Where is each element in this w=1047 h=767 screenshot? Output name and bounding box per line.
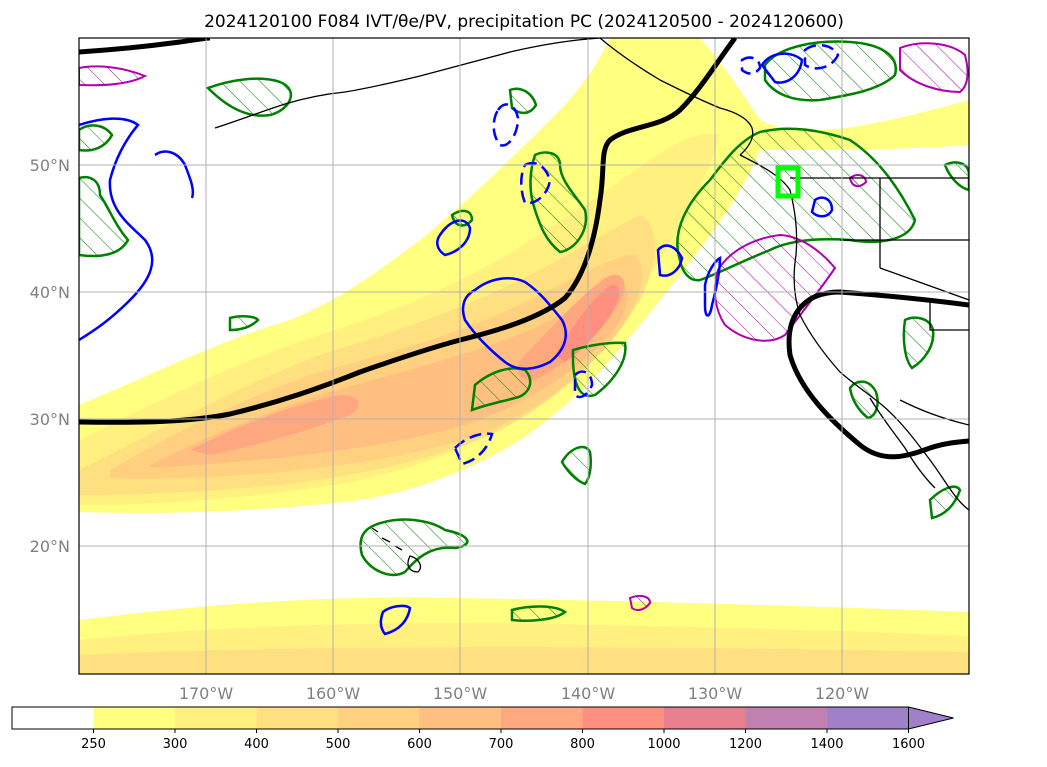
lat-label: 40°N xyxy=(30,283,70,302)
west-coast xyxy=(739,154,969,511)
hawaii xyxy=(371,527,422,573)
lon-label: 120°W xyxy=(815,684,870,703)
green-area-south2 xyxy=(510,605,568,622)
blue-contours xyxy=(79,52,834,636)
blue-contour-ne xyxy=(760,52,804,84)
colorbar-tick-label: 1000 xyxy=(647,737,680,752)
lat-label: 20°N xyxy=(30,537,70,556)
gridlines xyxy=(79,38,969,674)
ivt-band-400-south xyxy=(79,647,969,674)
lon-label: 140°W xyxy=(561,684,616,703)
blue-dashed-contours xyxy=(453,43,840,466)
blue-contour-ca2 xyxy=(810,196,834,218)
blue-dashed-ak xyxy=(740,56,762,75)
green-area-ne-edge xyxy=(943,161,969,192)
coastlines xyxy=(214,38,969,573)
colorbar-segment xyxy=(175,707,257,729)
colorbar-tick-label: 400 xyxy=(244,737,269,752)
colorbar-tick-label: 500 xyxy=(326,737,351,752)
green-area-mid1 xyxy=(470,367,532,412)
colorbar-tick-label: 1200 xyxy=(729,737,762,752)
green-area-small1 xyxy=(228,315,260,332)
baja xyxy=(869,397,936,489)
colorbar-segment xyxy=(256,707,339,729)
green-hatched-areas xyxy=(79,40,969,622)
colorbar-tick-label: 1400 xyxy=(810,737,843,752)
green-area-hawaii xyxy=(359,518,469,577)
map-frame xyxy=(78,37,970,675)
highlight-box xyxy=(775,165,801,199)
blue-dashed-mid2 xyxy=(573,370,594,399)
colorbar-outline xyxy=(11,706,909,730)
aleutians xyxy=(214,38,601,129)
blue-contour-small1 xyxy=(436,219,472,257)
state-lines xyxy=(840,178,969,331)
colorbar-tick-label: 600 xyxy=(407,737,432,752)
theta-e-line-east xyxy=(786,289,969,460)
green-area-gulf xyxy=(529,151,588,254)
colorbar-tick-label: 800 xyxy=(570,737,595,752)
blue-dashed-gulf2 xyxy=(520,161,552,205)
lat-label: 50°N xyxy=(30,156,70,175)
green-area-west2 xyxy=(79,124,114,152)
blue-contour-small2 xyxy=(379,604,412,636)
colorbar-segment xyxy=(745,707,828,729)
lon-labels: 170°W 160°W 150°W 140°W 130°W 120°W xyxy=(179,684,870,703)
colorbar-segment xyxy=(501,707,583,729)
green-area-south1 xyxy=(560,445,593,486)
lat-label: 30°N xyxy=(30,410,70,429)
blue-contour-west xyxy=(79,117,154,342)
theta-e-line-main xyxy=(79,38,738,425)
alaska-coast xyxy=(599,38,754,156)
green-area-mid2 xyxy=(571,341,627,398)
map-panel xyxy=(78,37,970,675)
theta-e-contours xyxy=(79,38,969,460)
ivt-band-800 xyxy=(555,284,620,362)
colorbar-extend-arrow xyxy=(908,706,954,730)
magenta-area-alaska xyxy=(899,42,969,94)
theta-e-line-nw xyxy=(79,38,211,55)
colorbar-segment xyxy=(12,707,94,729)
magenta-area-small2 xyxy=(848,174,868,188)
lon-label: 130°W xyxy=(688,684,743,703)
blue-dashed-ne xyxy=(803,43,840,70)
blue-contour-pnw xyxy=(656,244,684,277)
blue-dashed-mid xyxy=(453,432,494,466)
ivt-band-700 xyxy=(190,395,359,455)
chart-title: 2024120100 F084 IVT/θe/PV, precipitation… xyxy=(204,12,844,32)
colorbar-segment xyxy=(664,707,746,729)
magenta-area-west xyxy=(79,65,148,87)
colorbar-tick-label: 300 xyxy=(163,737,188,752)
green-area-rockies xyxy=(902,316,935,370)
colorbar-segment xyxy=(582,707,665,729)
blue-contour-ca xyxy=(703,255,722,317)
lon-label: 170°W xyxy=(179,684,234,703)
colorbar-segment xyxy=(338,707,420,729)
lon-label: 150°W xyxy=(433,684,488,703)
colorbar: 250 300 400 500 600 700 800 1000 1200 1400 1600 xyxy=(11,706,954,752)
colorbar-segment xyxy=(419,707,502,729)
magenta-area-small1 xyxy=(628,594,652,612)
colorbar-tick-label: 1600 xyxy=(892,737,925,752)
colorbar-tick-label: 700 xyxy=(489,737,514,752)
colorbar-tick-label: 250 xyxy=(81,737,106,752)
colorbar-segment xyxy=(827,707,909,729)
green-area-mid3 xyxy=(450,209,474,227)
green-area-topleft xyxy=(205,77,292,117)
green-area-se xyxy=(928,485,962,520)
mexico-coast xyxy=(899,399,969,426)
blue-contour-mid xyxy=(461,277,567,370)
green-area-westedge xyxy=(79,176,130,258)
colorbar-segment xyxy=(93,707,176,729)
lon-label: 160°W xyxy=(306,684,361,703)
lat-labels: 50°N 40°N 30°N 20°N xyxy=(30,156,70,556)
